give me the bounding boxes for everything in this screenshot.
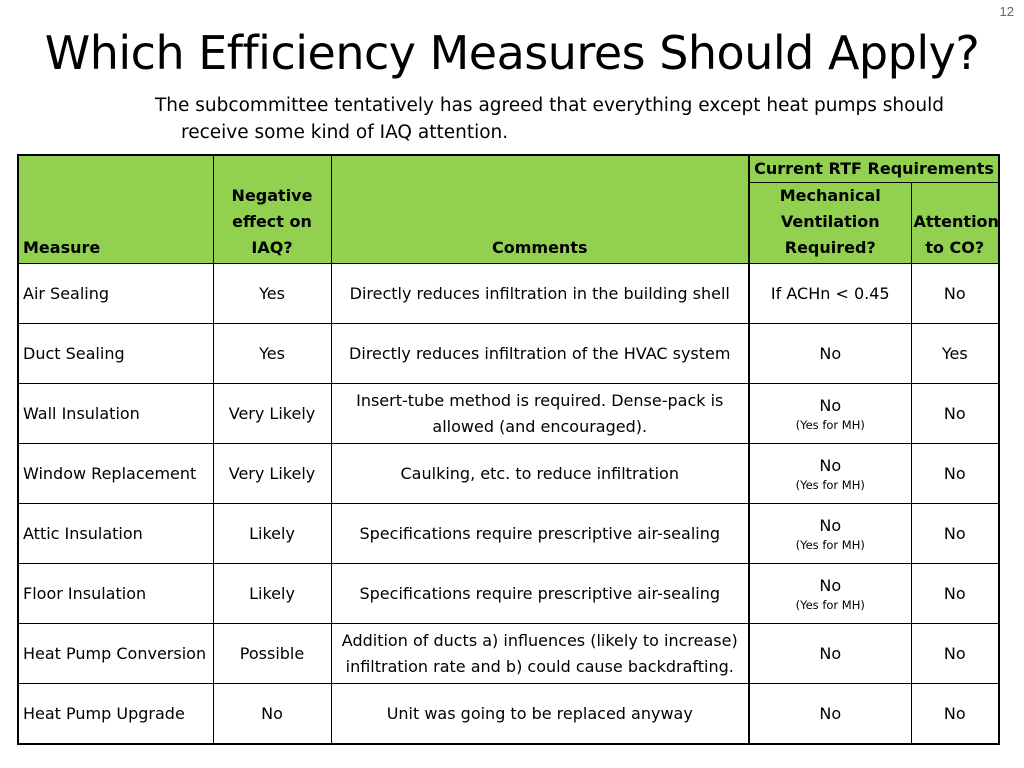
header-mechanical-ventilation: Mechanical Ventilation Required? <box>748 182 912 264</box>
cell-mechanical-ventilation: No (Yes for MH) <box>748 383 912 444</box>
cell-comment: Specifications require prescriptive air-… <box>330 503 750 564</box>
cell-negative-effect: Yes <box>212 263 332 324</box>
cell-mechanical-ventilation: No <box>748 323 912 384</box>
measures-table: Measure Negative effect on IAQ? Comments… <box>17 154 1000 745</box>
ventilation-value: No <box>819 575 842 595</box>
slide-title: Which Efficiency Measures Should Apply? <box>44 26 980 80</box>
cell-negative-effect: Yes <box>212 323 332 384</box>
cell-attention-co: Yes <box>910 323 1000 384</box>
cell-attention-co: No <box>910 623 1000 684</box>
header-comments: Comments <box>330 154 750 264</box>
cell-attention-co: No <box>910 263 1000 324</box>
subtitle-line-1: The subcommittee tentatively has agreed … <box>155 95 945 116</box>
header-measure: Measure <box>17 154 214 264</box>
cell-negative-effect: Likely <box>212 563 332 624</box>
cell-mechanical-ventilation: No (Yes for MH) <box>748 503 912 564</box>
cell-mechanical-ventilation: No <box>748 623 912 684</box>
ventilation-note: (Yes for MH) <box>795 597 865 612</box>
header-attention-co: Attention to CO? <box>910 182 1000 264</box>
page-number: 12 <box>999 4 1014 19</box>
cell-comment: Addition of ducts a) influences (likely … <box>330 623 750 684</box>
ventilation-note: (Yes for MH) <box>795 477 865 492</box>
subtitle-line-2: receive some kind of IAQ attention. <box>181 122 509 143</box>
cell-mechanical-ventilation: No (Yes for MH) <box>748 563 912 624</box>
cell-negative-effect: Possible <box>212 623 332 684</box>
cell-negative-effect: Very Likely <box>212 383 332 444</box>
header-rtf-requirements: Current RTF Requirements <box>748 154 1000 183</box>
table-row: Heat Pump Upgrade No Unit was going to be … <box>17 683 1000 745</box>
ventilation-value: No <box>819 515 842 535</box>
cell-comment: Directly reduces infiltration in the bui… <box>330 263 750 324</box>
cell-comment: Caulking, etc. to reduce infiltration <box>330 443 750 504</box>
table-body: Air Sealing Yes Directly reduces infiltrat… <box>17 263 1000 745</box>
ventilation-value: No <box>819 703 842 723</box>
cell-attention-co: No <box>910 563 1000 624</box>
cell-measure: Heat Pump Upgrade <box>17 683 214 745</box>
ventilation-value: If ACHn < 0.45 <box>770 283 890 303</box>
table-row: Window Replacement Very Likely Caulking, e… <box>17 443 1000 504</box>
table-row: Air Sealing Yes Directly reduces infiltrat… <box>17 263 1000 324</box>
cell-mechanical-ventilation: If ACHn < 0.45 <box>748 263 912 324</box>
cell-measure: Duct Sealing <box>17 323 214 384</box>
cell-attention-co: No <box>910 503 1000 564</box>
ventilation-value: No <box>819 643 842 663</box>
cell-comment: Specifications require prescriptive air-… <box>330 563 750 624</box>
slide-subtitle: The subcommittee tentatively has agreed … <box>155 92 955 146</box>
cell-measure: Attic Insulation <box>17 503 214 564</box>
cell-comment: Directly reduces infiltration of the HVA… <box>330 323 750 384</box>
cell-measure: Floor Insulation <box>17 563 214 624</box>
cell-comment: Unit was going to be replaced anyway <box>330 683 750 745</box>
cell-mechanical-ventilation: No <box>748 683 912 745</box>
cell-attention-co: No <box>910 683 1000 745</box>
header-negative-effect: Negative effect on IAQ? <box>212 154 332 264</box>
ventilation-value: No <box>819 455 842 475</box>
cell-negative-effect: Likely <box>212 503 332 564</box>
table-row: Duct Sealing Yes Directly reduces infiltra… <box>17 323 1000 384</box>
cell-measure: Wall Insulation <box>17 383 214 444</box>
ventilation-note: (Yes for MH) <box>795 417 865 432</box>
cell-attention-co: No <box>910 383 1000 444</box>
table-row: Wall Insulation Very Likely Insert-tube me… <box>17 383 1000 444</box>
ventilation-value: No <box>819 343 842 363</box>
cell-measure: Window Replacement <box>17 443 214 504</box>
ventilation-note: (Yes for MH) <box>795 537 865 552</box>
cell-negative-effect: Very Likely <box>212 443 332 504</box>
cell-negative-effect: No <box>212 683 332 745</box>
table-row: Attic Insulation Likely Specifications req… <box>17 503 1000 564</box>
cell-measure: Heat Pump Conversion <box>17 623 214 684</box>
cell-mechanical-ventilation: No (Yes for MH) <box>748 443 912 504</box>
table-row: Heat Pump Conversion Possible Addition of … <box>17 623 1000 684</box>
ventilation-value: No <box>819 395 842 415</box>
cell-measure: Air Sealing <box>17 263 214 324</box>
cell-attention-co: No <box>910 443 1000 504</box>
table-row: Floor Insulation Likely Specifications req… <box>17 563 1000 624</box>
cell-comment: Insert-tube method is required. Dense-pa… <box>330 383 750 444</box>
